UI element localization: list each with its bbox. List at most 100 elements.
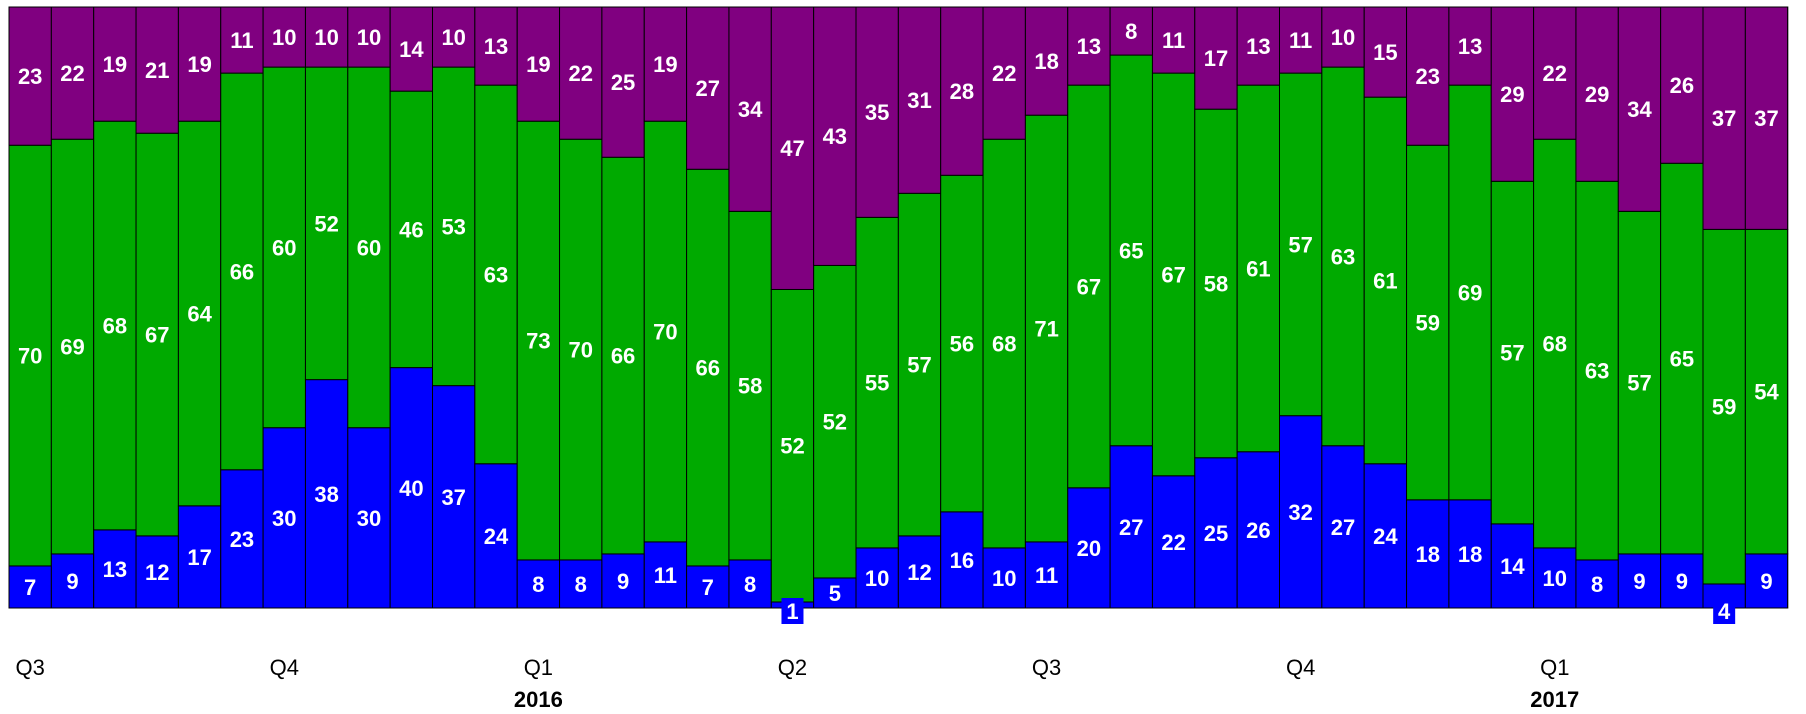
value-label: 66: [230, 259, 254, 284]
bar-segment: [1575, 180, 1619, 561]
value-label: 29: [1585, 82, 1609, 107]
bar-segment: [982, 6, 1026, 140]
x-tick-label: Q3: [16, 655, 45, 680]
value-label: 14: [399, 37, 424, 62]
bar-segment: [1024, 6, 1069, 116]
bar-segment: [559, 138, 603, 561]
value-label: 38: [314, 482, 338, 507]
value-label: 11: [654, 563, 677, 588]
value-label: 30: [357, 506, 381, 531]
bar-segment: [1533, 547, 1577, 609]
value-label: 20: [1077, 536, 1101, 561]
value-label: 13: [103, 557, 127, 582]
value-label: 9: [617, 569, 629, 594]
value-label: 58: [1204, 271, 1228, 296]
value-label: 31: [907, 88, 931, 113]
value-label: 11: [1035, 563, 1058, 588]
value-label: 37: [1712, 106, 1736, 131]
value-label: 12: [907, 560, 931, 585]
bar-segment: [1660, 162, 1704, 555]
value-label: 69: [60, 335, 84, 360]
value-label: 17: [1204, 46, 1228, 71]
value-label: 18: [1034, 49, 1058, 74]
value-label: 34: [1627, 97, 1652, 122]
bar-segment: [1448, 84, 1492, 501]
bar-segment: [220, 6, 264, 74]
value-label: 11: [230, 28, 253, 53]
bar-segment: [1617, 210, 1662, 555]
value-label: 15: [1373, 40, 1397, 65]
value-label: 25: [611, 70, 635, 95]
bar-segment: [1321, 66, 1365, 447]
value-label: 10: [865, 566, 889, 591]
value-label: 52: [780, 434, 804, 459]
value-label: 18: [1458, 542, 1482, 567]
bar-segment: [728, 210, 772, 561]
value-label: 10: [1331, 25, 1355, 50]
value-label: 13: [1077, 34, 1101, 59]
value-label: 52: [314, 211, 338, 236]
value-label: 71: [1034, 317, 1058, 342]
bar-segment: [347, 427, 391, 609]
bar-segment: [135, 6, 179, 134]
value-label: 23: [18, 64, 42, 89]
value-label: 8: [1591, 572, 1603, 597]
value-label: 10: [357, 25, 381, 50]
value-label: 70: [653, 320, 677, 345]
value-label: 24: [484, 524, 509, 549]
bar-segment: [1575, 559, 1619, 609]
value-label: 68: [992, 332, 1016, 357]
value-label: 7: [24, 575, 36, 600]
value-label: 65: [1119, 238, 1143, 263]
value-label: 10: [314, 25, 338, 50]
bar-segment: [474, 6, 518, 86]
bar-segment: [1744, 228, 1789, 555]
value-label: 22: [568, 61, 592, 86]
bar-segment: [389, 367, 433, 609]
value-labels-group: 7702396922136819126721176419236611306010…: [18, 19, 1780, 624]
value-label: 10: [1543, 566, 1567, 591]
bar-segment: [770, 6, 815, 290]
bar-segment: [1067, 487, 1111, 609]
value-label: 5: [829, 581, 841, 606]
bar-segment: [1151, 72, 1196, 477]
bar-segment: [559, 6, 603, 140]
bar-segment: [982, 547, 1026, 609]
value-label: 68: [103, 314, 127, 339]
value-label: 22: [992, 61, 1016, 86]
value-label: 35: [865, 100, 889, 125]
bar-segment: [516, 120, 561, 561]
value-label: 10: [441, 25, 465, 50]
value-label: 30: [272, 506, 296, 531]
value-label: 9: [1633, 569, 1645, 594]
bar-segment: [262, 427, 306, 609]
bar-segment: [643, 120, 688, 543]
bar-segment: [1067, 6, 1111, 86]
bar-segment: [940, 174, 984, 513]
x-axis-labels: Q3 Q4 Q1 Q2 Q3 Q4 Q1 2016 2017: [16, 655, 1580, 712]
value-label: 27: [1119, 515, 1143, 540]
bar-segment: [643, 6, 688, 122]
bar-segment: [50, 138, 95, 555]
value-label: 32: [1288, 500, 1312, 525]
bars-group: [8, 6, 1789, 609]
value-label: 21: [145, 58, 169, 83]
value-label: 8: [532, 572, 544, 597]
bar-segment: [8, 144, 52, 567]
value-label: 27: [1331, 515, 1355, 540]
bar-segment: [1321, 6, 1365, 68]
bar-segment: [1363, 96, 1408, 465]
value-label: 8: [744, 572, 756, 597]
bar-segment: [1406, 144, 1450, 501]
bar-segment: [686, 168, 730, 567]
bar-segment: [686, 565, 730, 609]
value-label: 26: [1670, 73, 1694, 98]
value-label: 19: [187, 52, 211, 77]
value-label: 28: [950, 79, 974, 104]
value-label: 57: [1500, 341, 1524, 366]
value-label: 13: [484, 34, 508, 59]
value-label: 1: [786, 599, 798, 624]
value-label: 61: [1373, 268, 1397, 293]
bar-segment: [93, 120, 137, 531]
bar-segment: [50, 6, 95, 140]
